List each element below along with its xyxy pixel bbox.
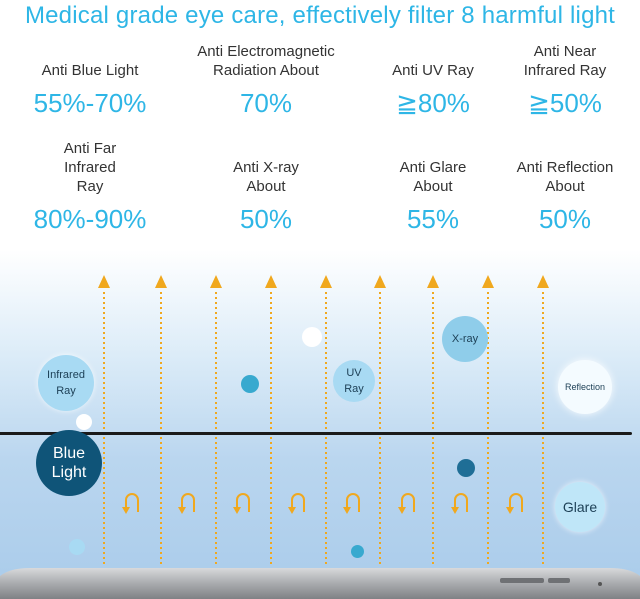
bubble-label: Reflection	[564, 382, 606, 392]
stat-label: Anti Reflection About	[516, 159, 614, 195]
bubble-label: UV Ray	[344, 367, 364, 395]
u-turn-arrowhead-icon	[122, 507, 130, 514]
u-turn-arrow-icon	[509, 493, 523, 512]
up-arrow-icon	[265, 275, 277, 288]
bubble-blue-light: Blue Light	[36, 430, 102, 496]
bubble-teal-dot	[241, 375, 259, 393]
up-arrow-icon	[482, 275, 494, 288]
stat-anti-glare: Anti Glare About 55%	[348, 158, 518, 234]
stat-value: 55%-70%	[33, 88, 147, 118]
u-turn-arrow-icon	[181, 493, 195, 512]
filter-zone	[0, 250, 640, 599]
u-turn-arrowhead-icon	[288, 507, 296, 514]
stat-value: 70%	[239, 88, 293, 118]
stat-value: ≧50%	[528, 88, 602, 118]
up-arrow-icon	[155, 275, 167, 288]
up-arrow-icon	[98, 275, 110, 288]
stat-value: 50%	[538, 204, 592, 234]
bubble-white-dot	[302, 327, 322, 347]
stat-anti-uv-ray: Anti UV Ray ≧80%	[348, 42, 518, 118]
stat-anti-near-infrared: Anti Near Infrared Ray ≧50%	[480, 42, 640, 118]
bubble-x-ray: X-ray	[442, 316, 488, 362]
up-arrow-icon	[427, 275, 439, 288]
u-turn-arrow-icon	[346, 493, 360, 512]
stat-anti-x-ray: Anti X-ray About 50%	[181, 158, 351, 234]
u-turn-arrow-icon	[454, 493, 468, 512]
u-turn-arrowhead-icon	[233, 507, 241, 514]
u-turn-arrow-icon	[291, 493, 305, 512]
stat-anti-blue-light: Anti Blue Light 55%-70%	[5, 42, 175, 118]
screen-protector-line	[0, 432, 632, 435]
stat-value: 80%-90%	[33, 204, 147, 234]
bubble-label: X-ray	[451, 333, 479, 345]
stat-anti-electromagnetic: Anti Electromagnetic Radiation About 70%	[181, 42, 351, 118]
bubble-infrared-ray: Infrared Ray	[38, 355, 94, 411]
bubble-white-dot-small	[76, 414, 92, 430]
bubble-teal-dot-bottom	[351, 545, 364, 558]
bubble-navy-dot	[457, 459, 475, 477]
bubble-uv-ray: UV Ray	[333, 360, 375, 402]
headline: Medical grade eye care, effectively filt…	[24, 2, 616, 29]
bubble-light-dot	[69, 539, 85, 555]
u-turn-arrow-icon	[401, 493, 415, 512]
stat-label: Anti Glare About	[399, 159, 467, 195]
stat-label: Anti X-ray About	[233, 159, 299, 195]
stat-value: ≧80%	[396, 88, 470, 118]
u-turn-arrowhead-icon	[343, 507, 351, 514]
up-arrow-icon	[537, 275, 549, 288]
stat-value: 50%	[239, 204, 293, 234]
u-turn-arrow-icon	[125, 493, 139, 512]
tablet-device-edge	[0, 568, 640, 599]
bubble-label: Glare	[562, 499, 598, 515]
stat-label: Anti Near Infrared Ray	[523, 43, 607, 79]
u-turn-arrow-icon	[236, 493, 250, 512]
bubble-label: Blue Light	[51, 445, 87, 481]
u-turn-arrowhead-icon	[178, 507, 186, 514]
bubble-label: Infrared Ray	[47, 369, 85, 397]
u-turn-arrowhead-icon	[451, 507, 459, 514]
stat-label: Anti Blue Light	[41, 62, 139, 79]
u-turn-arrowhead-icon	[398, 507, 406, 514]
u-turn-arrowhead-icon	[506, 507, 514, 514]
up-arrow-icon	[374, 275, 386, 288]
stat-label: Anti Electromagnetic Radiation About	[197, 43, 335, 79]
bubble-glare: Glare	[555, 482, 605, 532]
stat-value: 55%	[406, 204, 460, 234]
stat-label: Anti UV Ray	[392, 62, 474, 79]
up-arrow-icon	[320, 275, 332, 288]
stat-anti-reflection: Anti Reflection About 50%	[480, 158, 640, 234]
up-arrow-icon	[210, 275, 222, 288]
bubble-reflection: Reflection	[558, 360, 612, 414]
